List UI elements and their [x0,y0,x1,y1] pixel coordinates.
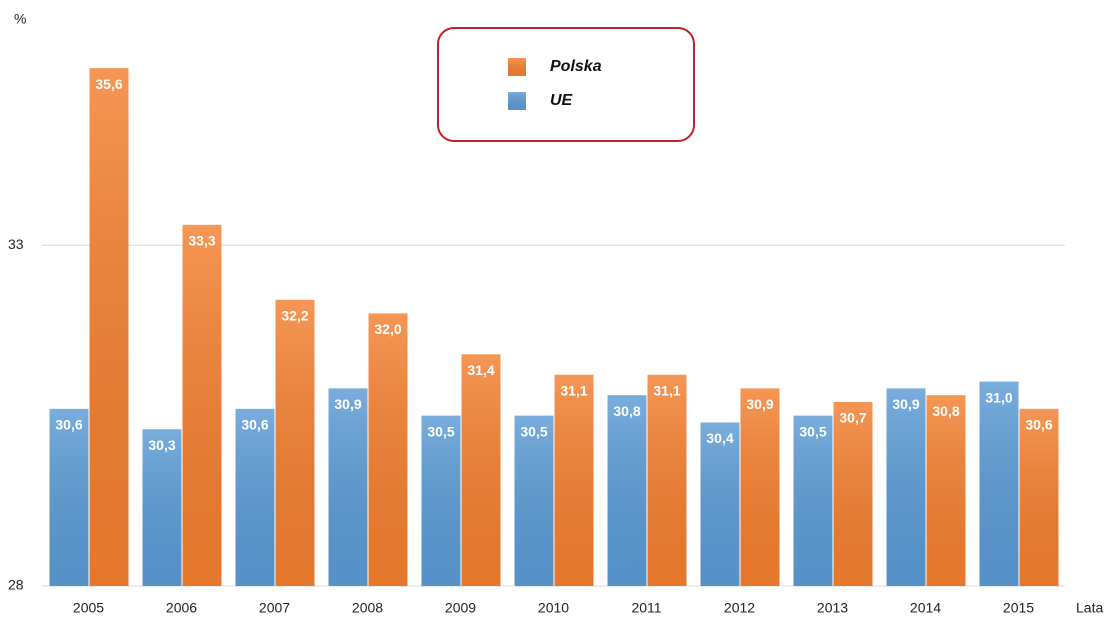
bar-shine [49,408,89,586]
data-label: 30,9 [892,396,919,412]
data-label: 31,4 [467,362,494,378]
x-tick-label: 2009 [445,600,476,616]
data-label: 30,9 [746,396,773,412]
data-label: 31,0 [985,389,1012,405]
bar-shine [142,429,182,586]
data-label: 31,1 [560,382,587,398]
bar-shine [607,395,647,586]
y-axis-label: % [14,11,26,27]
x-tick-label: 2005 [73,600,104,616]
data-label: 30,8 [613,403,640,419]
data-label: 30,6 [1025,417,1052,433]
data-label: 35,6 [95,76,122,92]
bar-shine [514,415,554,586]
x-tick-label: 2015 [1003,600,1034,616]
data-label: 30,4 [706,430,733,446]
legend-swatch-shine [508,92,526,110]
data-label: 30,7 [839,410,866,426]
bar-shine [89,68,129,587]
legend-label: UE [550,92,574,109]
legend-swatch-shine [508,58,526,76]
bar-shine [793,415,833,586]
x-tick-label: 2010 [538,600,569,616]
x-tick-label: 2012 [724,600,755,616]
data-label: 30,6 [241,417,268,433]
data-label: 32,0 [374,321,401,337]
data-label: 30,9 [334,396,361,412]
data-label: 31,1 [653,382,680,398]
data-label: 30,5 [427,423,454,439]
bar-shine [235,408,275,586]
x-axis-label: Lata [1076,600,1103,616]
bar-shine [833,402,873,586]
bar-shine [740,388,780,586]
bar-shine [647,374,687,586]
data-label: 30,5 [799,423,826,439]
bar-shine [421,415,461,586]
bar-shine [700,422,740,586]
data-label: 30,6 [55,417,82,433]
bar-shine [1019,408,1059,586]
data-label: 30,3 [148,437,175,453]
bar-shine [926,395,966,586]
x-tick-label: 2011 [631,600,661,616]
x-tick-label: 2014 [910,600,941,616]
bar-shine [979,381,1019,586]
x-tick-label: 2006 [166,600,197,616]
x-tick-label: 2007 [259,600,290,616]
bar-shine [554,374,594,586]
bar-shine [182,224,222,586]
data-label: 30,8 [932,403,959,419]
bar-shine [328,388,368,586]
x-tick-label: 2013 [817,600,848,616]
data-label: 33,3 [188,233,215,249]
bar-shine [886,388,926,586]
bar-shine [275,299,315,586]
legend-box [437,27,695,142]
bar-shine [461,354,501,586]
legend-label: Polska [550,58,602,75]
data-label: 30,5 [520,423,547,439]
y-tick-label: 33 [8,236,24,252]
y-tick-label: 28 [8,577,24,593]
data-label: 32,2 [281,308,308,324]
x-tick-label: 2008 [352,600,383,616]
bar-shine [368,313,408,586]
